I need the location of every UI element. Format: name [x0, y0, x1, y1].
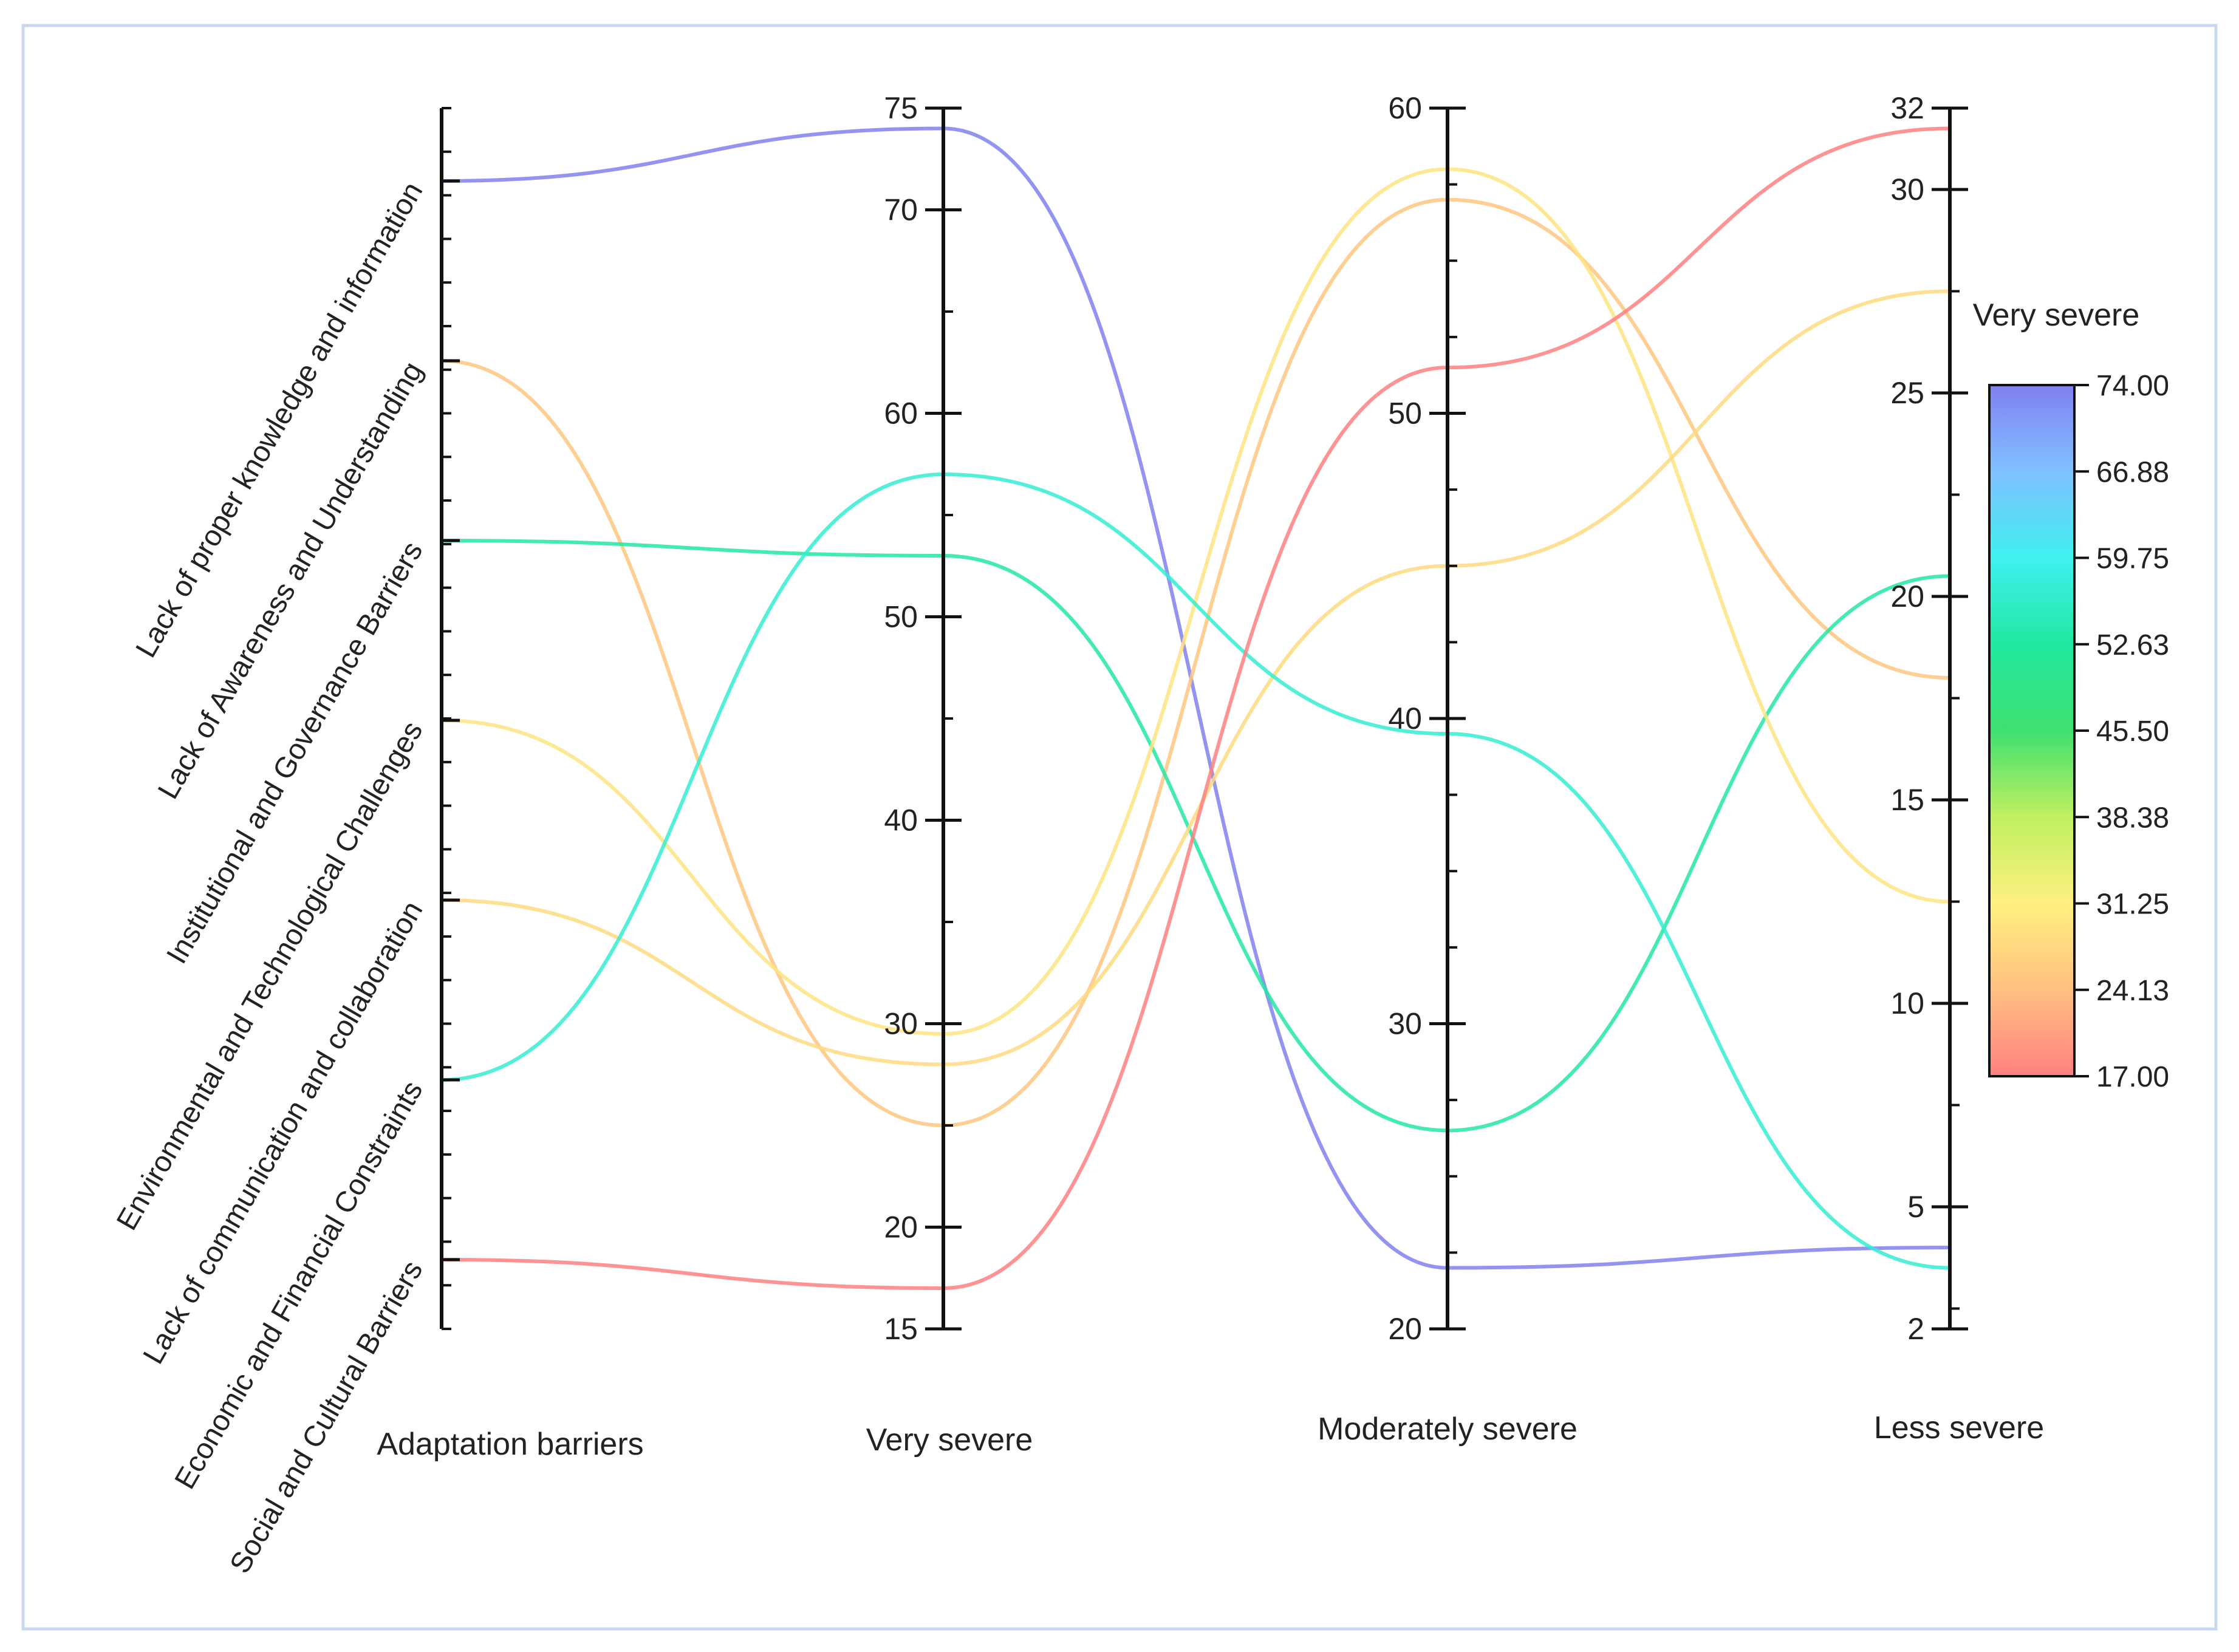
colorbar-legend: Very severe 74.00 66.88 59.75 52.63 45.50 38.3…: [1973, 298, 2169, 1093]
axis-moderately_severe: 20 30 40 50 60 Moderately severe: [1318, 91, 1578, 1447]
colorbar: [1988, 384, 2076, 1077]
colorbar-tick-label: 17.00: [2096, 1061, 2169, 1093]
tick-label: 20: [1890, 579, 1924, 613]
plot-frame: [21, 24, 2218, 1631]
tick-label: 50: [884, 600, 918, 634]
tick-label: 40: [1388, 701, 1422, 736]
colorbar-tick-label: 66.88: [2096, 456, 2169, 488]
axis-title: Very severe: [866, 1422, 1033, 1458]
tick-label: 15: [1890, 783, 1924, 817]
tick-label: 10: [1890, 986, 1924, 1020]
tick-label: 30: [884, 1007, 918, 1041]
series-line: [441, 539, 1950, 1133]
colorbar-tick-label: 38.38: [2096, 802, 2169, 834]
colorbar-tick-label: 31.25: [2096, 889, 2169, 921]
tick-label: 50: [1388, 397, 1422, 431]
tick-label: 60: [884, 397, 918, 431]
colorbar-title: Very severe: [1973, 298, 2140, 333]
colorbar-tick-label: 52.63: [2096, 629, 2169, 661]
tick-label: 20: [1388, 1312, 1422, 1346]
colorbar-tick-label: 74.00: [2096, 370, 2169, 402]
tick-label: 70: [884, 193, 918, 227]
colorbar-tick-label: 24.13: [2096, 975, 2169, 1007]
tick-label: 75: [884, 91, 918, 125]
tick-label: 20: [884, 1210, 918, 1244]
tick-label: 60: [1388, 91, 1422, 125]
tick-label: 2: [1907, 1312, 1924, 1346]
tick-label: 15: [884, 1312, 918, 1346]
tick-label: 5: [1907, 1190, 1924, 1224]
series-line: [441, 167, 1950, 1036]
colorbar-tick-label: 59.75: [2096, 543, 2169, 575]
axis-title: Adaptation barriers: [377, 1427, 643, 1462]
colorbar-tick-label: 45.50: [2096, 715, 2169, 748]
axis-title: Moderately severe: [1318, 1411, 1578, 1447]
tick-label: 30: [1890, 172, 1924, 206]
tick-label: 32: [1890, 91, 1924, 125]
tick-label: 30: [1388, 1007, 1422, 1041]
series-line: [441, 197, 1950, 1128]
axis-title: Less severe: [1874, 1410, 2044, 1445]
series-line: [441, 126, 1950, 1291]
series-lines: [441, 126, 1950, 1291]
series-line: [441, 472, 1950, 1270]
tick-label: 40: [884, 804, 918, 838]
tick-label: 25: [1890, 376, 1924, 410]
axis-very_severe: 15 20 30 40 50 60 70 75 Very severe: [866, 91, 1033, 1458]
